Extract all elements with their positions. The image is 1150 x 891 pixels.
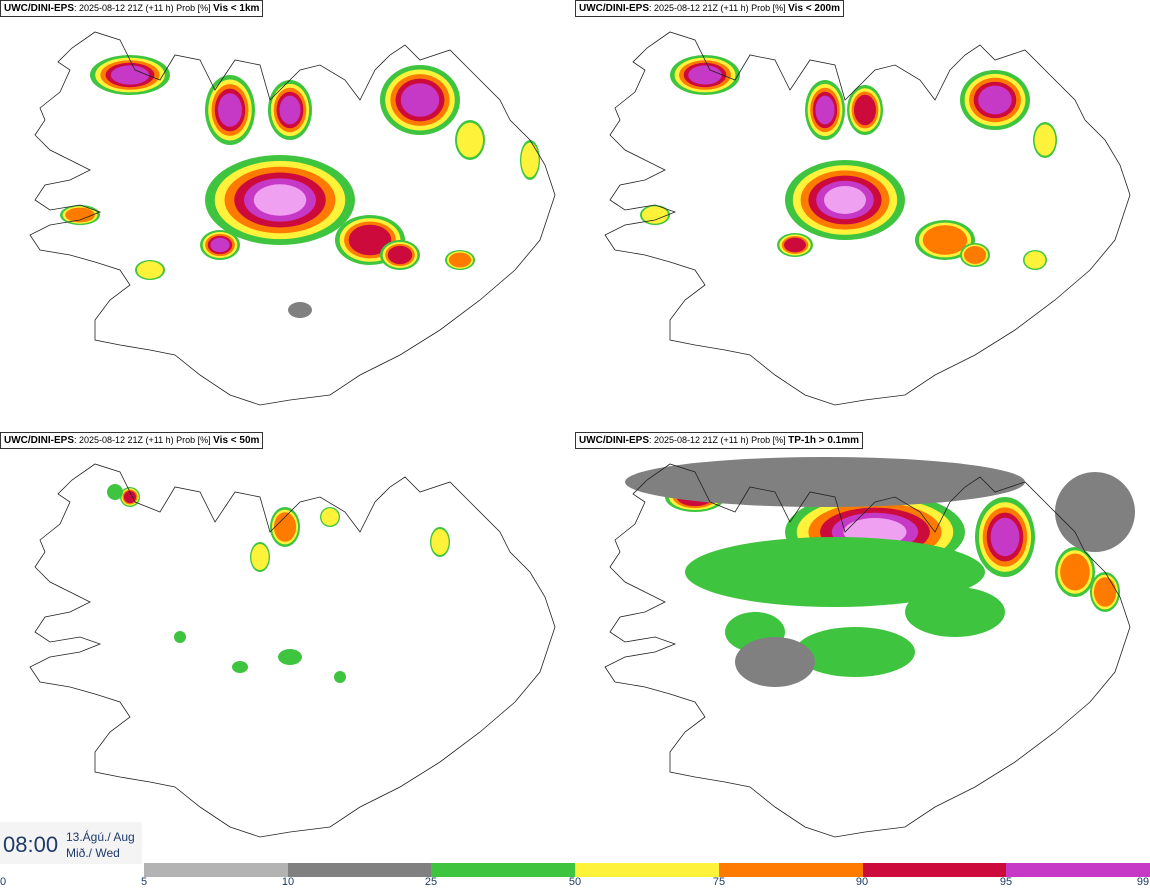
colorbar-ticks: 0 5 10 25 50 75 90 95 99 xyxy=(0,876,1150,891)
colorbar-tick-label: 0 xyxy=(0,876,7,888)
iceland-coastline xyxy=(604,463,1131,838)
probability-contour xyxy=(288,302,312,318)
probability-contour xyxy=(110,65,150,85)
probability-contour xyxy=(795,627,915,677)
probability-contour xyxy=(641,206,669,224)
colorbar-tick-label: 5 xyxy=(140,876,148,888)
map-tp-1h xyxy=(604,457,1135,838)
probability-contour xyxy=(253,184,307,216)
map-panel-vis-200m: UWC/DINI-EPS: 2025-08-12 21Z (+11 h) Pro… xyxy=(575,0,1150,432)
colorbar-segment xyxy=(144,863,288,877)
probability-contour xyxy=(1055,472,1135,552)
map-panel-tp-1h: UWC/DINI-EPS: 2025-08-12 21Z (+11 h) Pro… xyxy=(575,432,1150,864)
probability-contour xyxy=(625,457,1025,507)
probability-contour xyxy=(735,637,815,687)
probability-field xyxy=(60,55,540,318)
probability-contour xyxy=(1024,251,1046,269)
probability-contour xyxy=(688,65,722,85)
map-vis-200m xyxy=(604,31,1131,406)
iceland-coastline xyxy=(604,31,1131,406)
colorbar-tick-label: 75 xyxy=(712,876,726,888)
probability-field xyxy=(640,55,1057,270)
colorbar-segment xyxy=(1006,863,1150,877)
iceland-coastline xyxy=(29,31,556,406)
probability-contour xyxy=(431,528,449,556)
probability-contour xyxy=(400,83,440,117)
valid-date: 13.Ágú./ Aug xyxy=(66,830,135,844)
probability-contour xyxy=(279,95,301,125)
probability-contour xyxy=(854,94,876,126)
panel-title: UWC/DINI-EPS: 2025-08-12 21Z (+11 h) Pro… xyxy=(0,432,264,449)
colorbar-tick-label: 95 xyxy=(999,876,1013,888)
probability-contour xyxy=(321,508,339,526)
colorbar-tick-label: 99 xyxy=(1136,876,1150,888)
colorbar-tick-label: 25 xyxy=(424,876,438,888)
panel-title: UWC/DINI-EPS: 2025-08-12 21Z (+11 h) Pro… xyxy=(0,0,264,17)
map-panel-vis-1km: UWC/DINI-EPS: 2025-08-12 21Z (+11 h) Pro… xyxy=(0,0,575,432)
probability-field xyxy=(625,457,1135,687)
probability-contour xyxy=(1093,577,1117,607)
probability-contour xyxy=(218,93,242,127)
probability-contour xyxy=(685,537,985,607)
colorbar-segment xyxy=(287,863,432,877)
probability-contour xyxy=(448,252,472,268)
probability-contour xyxy=(990,517,1020,557)
probability-contour xyxy=(136,261,164,279)
map-vis-1km xyxy=(29,31,556,406)
colorbar-segment xyxy=(575,863,719,877)
valid-time-box: 08:00 13.Ágú./ Aug Mið./ Wed xyxy=(0,822,142,864)
probability-contour xyxy=(456,122,484,158)
probability-contour xyxy=(824,186,866,214)
valid-weekday: Mið./ Wed xyxy=(66,846,120,860)
colorbar-segment xyxy=(718,863,863,877)
probability-contour xyxy=(905,587,1005,637)
probability-field xyxy=(107,484,450,683)
map-vis-50m xyxy=(29,463,556,838)
probability-contour xyxy=(251,543,269,571)
colorbar-tick-label: 10 xyxy=(281,876,295,888)
probability-contour xyxy=(784,237,806,253)
probability-contour xyxy=(387,245,413,265)
probability-contour xyxy=(1034,124,1056,156)
probability-contour xyxy=(65,207,95,223)
probability-contour xyxy=(978,85,1012,115)
colorbar-segment xyxy=(862,863,1007,877)
colorbar-tick-label: 90 xyxy=(855,876,869,888)
panel-title: UWC/DINI-EPS: 2025-08-12 21Z (+11 h) Pro… xyxy=(575,432,864,449)
valid-time: 08:00 xyxy=(3,832,59,857)
iceland-coastline xyxy=(29,463,556,838)
colorbar xyxy=(144,863,1150,877)
probability-contour xyxy=(210,237,230,253)
probability-contour xyxy=(334,671,346,683)
probability-contour xyxy=(273,512,297,542)
probability-contour xyxy=(521,142,539,178)
probability-contour xyxy=(232,661,248,673)
probability-contour xyxy=(174,631,186,643)
probability-contour xyxy=(348,224,392,256)
probability-contour xyxy=(123,490,137,504)
probability-contour xyxy=(1060,553,1090,591)
probability-contour xyxy=(278,649,302,665)
probability-contour xyxy=(963,246,987,264)
colorbar-segment xyxy=(431,863,576,877)
probability-contour xyxy=(922,225,968,255)
panel-title: UWC/DINI-EPS: 2025-08-12 21Z (+11 h) Pro… xyxy=(575,0,844,17)
colorbar-tick-label: 50 xyxy=(568,876,582,888)
probability-contour xyxy=(815,95,835,125)
map-panel-vis-50m: UWC/DINI-EPS: 2025-08-12 21Z (+11 h) Pro… xyxy=(0,432,575,864)
probability-contour xyxy=(107,484,123,500)
